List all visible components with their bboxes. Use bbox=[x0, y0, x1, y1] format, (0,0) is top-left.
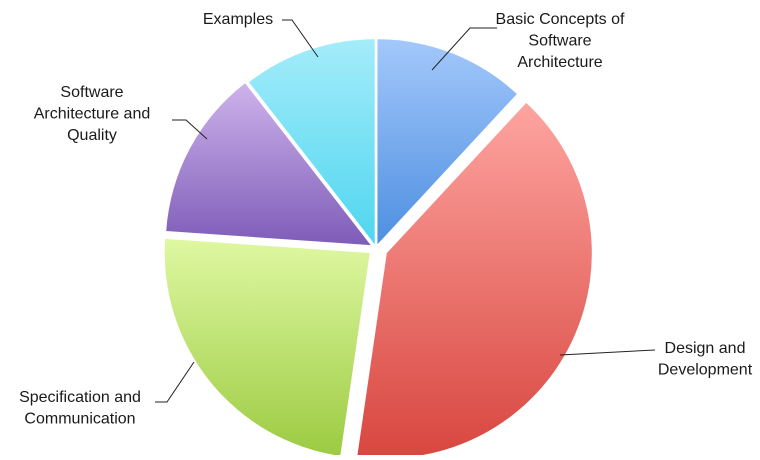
slice-label-2: Specification and Communication bbox=[19, 389, 141, 428]
slice-label-line: Software bbox=[528, 33, 591, 50]
leader-line-3 bbox=[172, 119, 208, 140]
pie-slice-4 bbox=[249, 39, 375, 245]
slice-label-line: Architecture bbox=[517, 54, 602, 71]
slice-label-1: Design and Development bbox=[658, 340, 753, 379]
pie-slice-3 bbox=[166, 83, 371, 246]
slice-label-line: Development bbox=[658, 362, 753, 379]
leader-line-4 bbox=[282, 19, 319, 58]
slice-label-4: Examples bbox=[203, 11, 273, 28]
slice-label-line: Examples bbox=[203, 11, 273, 28]
slice-label-3: Software Architecture and Quality bbox=[34, 84, 151, 144]
pie-slice-1 bbox=[357, 102, 592, 459]
slice-label-line: Specification and bbox=[19, 389, 141, 406]
pie-slice-0 bbox=[377, 39, 517, 245]
slice-label-line: Quality bbox=[67, 127, 117, 144]
slice-label-line: Architecture and bbox=[34, 106, 151, 123]
slice-label-0: Basic Concepts of Software Architecture bbox=[496, 11, 626, 71]
slice-label-line: Software bbox=[60, 84, 123, 101]
slice-label-line: Communication bbox=[24, 411, 135, 428]
slice-label-line: Basic Concepts of bbox=[496, 11, 626, 28]
leader-line-0 bbox=[431, 27, 497, 71]
pie-slice-2 bbox=[164, 238, 370, 456]
leader-line-1 bbox=[559, 349, 656, 356]
slice-label-line: Design and bbox=[665, 340, 746, 357]
leader-line-2 bbox=[155, 361, 195, 403]
